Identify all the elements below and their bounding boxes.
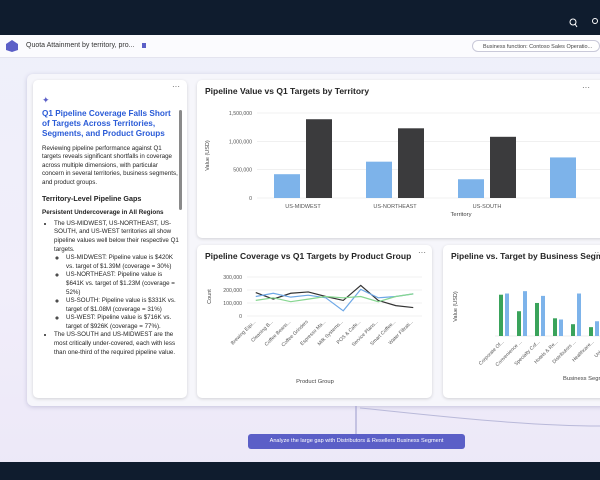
y-axis-title: Value (USD) xyxy=(205,140,211,171)
spark-icon: ✦ xyxy=(42,95,50,105)
y-axis-title: Value (USD) xyxy=(453,291,459,322)
chart-card: Pipeline vs. Target by Business Segment ·… xyxy=(443,245,600,398)
bottom-bar xyxy=(0,462,600,480)
chart-title: Pipeline vs. Target by Business Segment xyxy=(451,251,600,261)
filter-chip[interactable]: Business function: Contoso Sales Operati… xyxy=(472,40,600,52)
sub-bullet: US-MIDWEST: Pipeline value is $420K vs. … xyxy=(66,254,179,271)
search-icon-handle xyxy=(574,23,578,28)
line xyxy=(255,293,414,303)
bar xyxy=(589,327,593,336)
bullet-text: The US-MIDWEST, US-NORTHEAST, US-SOUTH, … xyxy=(54,219,179,253)
bar xyxy=(398,128,424,198)
narrative-intro: Reviewing pipeline performance against Q… xyxy=(42,144,178,186)
chart-card: Pipeline Value vs Q1 Targets by Territor… xyxy=(197,80,600,238)
x-axis-title: Product Group xyxy=(296,379,334,385)
chart: Pipeline vs. Target by Business Segment·… xyxy=(451,248,600,382)
chart-card: Pipeline Coverage vs Q1 Targets by Produ… xyxy=(197,245,432,398)
y-tick-label: 100,000 xyxy=(223,301,242,307)
bar xyxy=(306,119,332,198)
narrative-subheading: Persistent Undercoverage in All Regions xyxy=(42,209,164,217)
more-menu[interactable]: ··· xyxy=(172,82,180,91)
bar xyxy=(541,295,545,336)
x-axis-title: Territory xyxy=(451,212,472,218)
bar xyxy=(517,311,521,336)
pin-icon[interactable] xyxy=(140,42,148,50)
bullet-text: The US-SOUTH and US-MIDWEST are the most… xyxy=(54,331,176,356)
top-bar xyxy=(0,0,600,35)
bar xyxy=(274,174,300,198)
x-tick-label: Universi... xyxy=(593,339,600,359)
chart-title: Pipeline Coverage vs Q1 Targets by Produ… xyxy=(205,251,411,261)
location-icon[interactable] xyxy=(592,18,598,24)
x-axis-title: Business Segment xyxy=(563,376,600,382)
narrative-title: Q1 Pipeline Coverage Falls Short of Targ… xyxy=(42,108,171,138)
connector xyxy=(355,406,600,434)
bar xyxy=(366,161,392,198)
bullet: The US-SOUTH and US-MIDWEST are the most… xyxy=(54,331,179,357)
chart: Pipeline Coverage vs Q1 Targets by Produ… xyxy=(205,248,426,385)
y-tick-label: 500,000 xyxy=(233,168,252,174)
bar xyxy=(499,294,503,336)
narrative-card: ··· ✦ Q1 Pipeline Coverage Falls Short o… xyxy=(33,80,187,398)
more-menu: ··· xyxy=(582,83,590,92)
y-tick-label: 0 xyxy=(249,196,252,202)
bar xyxy=(490,136,516,198)
x-tick-label: US-SOUTH xyxy=(473,204,502,210)
more-menu: ··· xyxy=(418,248,426,257)
y-tick-label: 1,000,000 xyxy=(229,139,252,145)
sub-bullet: US-WEST: Pipeline value is $716K vs. tar… xyxy=(66,314,179,331)
top-bar-icons xyxy=(569,18,598,28)
y-tick-label: 0 xyxy=(239,314,242,320)
bar xyxy=(458,179,484,198)
sub-list: US-MIDWEST: Pipeline value is $420K vs. … xyxy=(54,254,179,331)
bar xyxy=(577,293,581,336)
narrative-heading: Territory-Level Pipeline Gaps xyxy=(42,193,142,203)
x-tick-label: US-MIDWEST xyxy=(285,204,321,210)
bullet: The US-MIDWEST, US-NORTHEAST, US-SOUTH, … xyxy=(54,220,179,332)
bar xyxy=(505,293,509,336)
bullet-list: The US-MIDWEST, US-NORTHEAST, US-SOUTH, … xyxy=(42,220,179,358)
y-axis-title: Count xyxy=(207,289,213,304)
y-tick-label: 200,000 xyxy=(223,288,242,294)
narrative-body: ✦ Q1 Pipeline Coverage Falls Short of Ta… xyxy=(42,96,179,358)
sub-bullet: US-NORTHEAST: Pipeline value is $641K vs… xyxy=(66,271,179,297)
line xyxy=(255,288,414,312)
scrollbar[interactable] xyxy=(179,110,182,210)
x-tick-label: US-NORTHEAST xyxy=(373,204,417,210)
action-button[interactable]: Analyze the large gap with Distributors … xyxy=(248,434,465,449)
bar xyxy=(571,324,575,336)
app-title: Quota Attainment by territory, pro... xyxy=(26,42,135,49)
bar xyxy=(559,319,563,336)
more-menu: ··· xyxy=(594,248,600,257)
bar xyxy=(553,318,557,336)
bar xyxy=(523,291,527,336)
y-tick-label: 300,000 xyxy=(223,275,242,281)
sub-bullet: US-SOUTH: Pipeline value is $331K vs. ta… xyxy=(66,297,179,314)
header: Quota Attainment by territory, pro... xyxy=(0,35,600,58)
chart-title: Pipeline Value vs Q1 Targets by Territor… xyxy=(205,86,369,96)
app-icon xyxy=(6,40,18,52)
y-tick-label: 1,500,000 xyxy=(229,111,252,117)
bar xyxy=(595,321,599,336)
line xyxy=(255,284,414,309)
bar xyxy=(535,302,539,336)
chart: Pipeline Value vs Q1 Targets by Territor… xyxy=(205,83,600,218)
bar xyxy=(550,157,576,198)
search-icon[interactable] xyxy=(569,18,577,26)
